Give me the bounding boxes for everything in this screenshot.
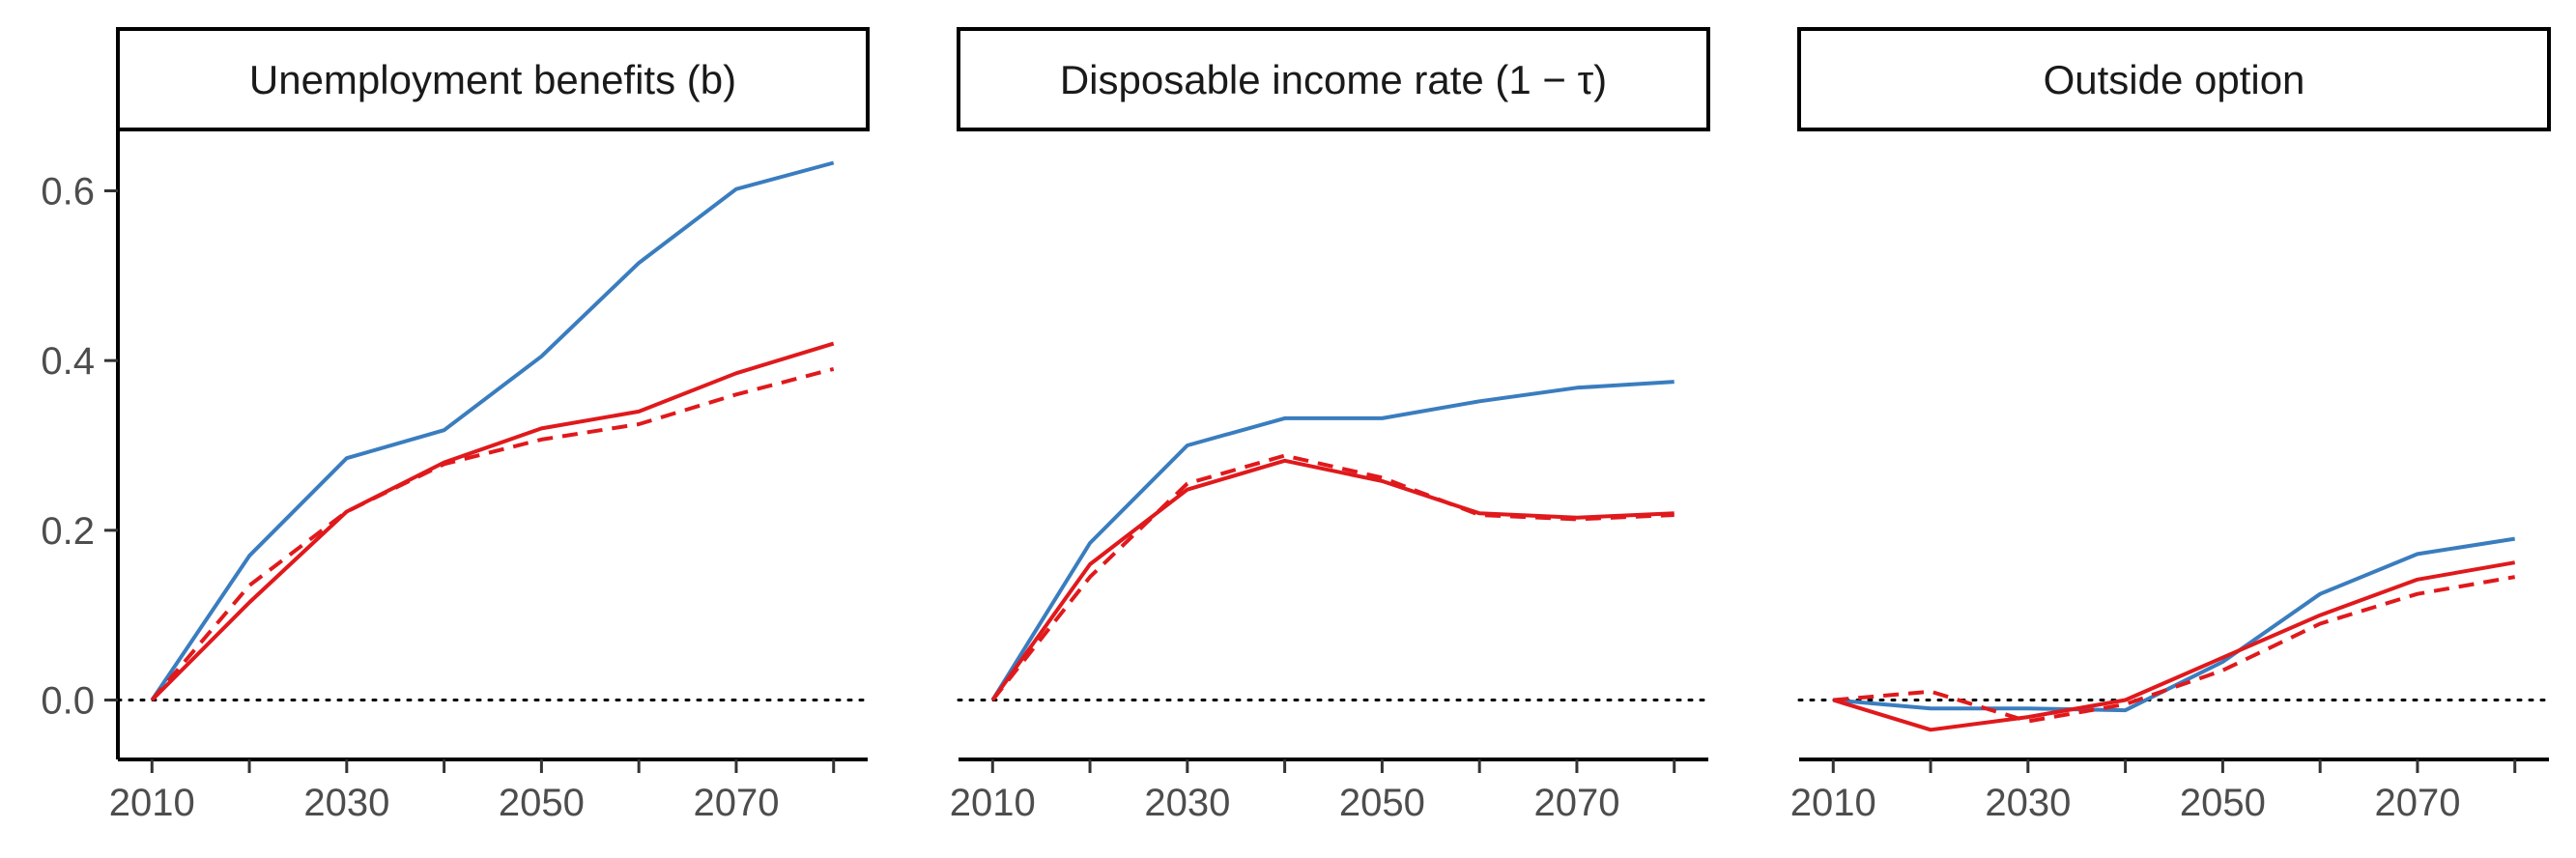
y-tick-label: 0.6 xyxy=(41,170,95,213)
x-tick-label: 2010 xyxy=(109,782,195,824)
x-tick-label: 2050 xyxy=(499,782,585,824)
series-line-3 xyxy=(150,366,835,701)
y-tick-label: 0.2 xyxy=(41,510,95,553)
series-line-2 xyxy=(1832,560,2516,732)
panel-3: Outside option 2010 2030 2050 2070 xyxy=(1790,27,2551,824)
facet-strip xyxy=(116,27,870,131)
series-line-3 xyxy=(1833,575,2516,724)
series-line-1 xyxy=(1833,536,2516,713)
x-tick-label: 2070 xyxy=(693,782,779,824)
x-tick-label: 2030 xyxy=(303,782,389,824)
facet-title: Disposable income rate (1 − τ) xyxy=(1060,57,1607,102)
x-tick-label: 2030 xyxy=(1144,782,1230,824)
facet-title: Outside option xyxy=(2044,57,2305,102)
x-tick-label: 2010 xyxy=(950,782,1036,824)
facet-title: Unemployment benefits (b) xyxy=(249,57,736,102)
y-tick-label: 0.4 xyxy=(41,340,95,383)
series-line-2 xyxy=(150,341,835,701)
series-line-1 xyxy=(990,380,1674,701)
facet-strip xyxy=(957,27,1710,131)
series-line-1 xyxy=(150,160,835,701)
facet-strip xyxy=(1797,27,2551,131)
x-tick-label: 2070 xyxy=(1533,782,1619,824)
panel-2: Disposable income rate (1 − τ) 2010 2030 20… xyxy=(950,27,1710,824)
panel-1: Unemployment benefits (b) 2010 2030 2050 207… xyxy=(41,27,870,824)
series-line-2 xyxy=(990,458,1674,701)
x-tick-label: 2070 xyxy=(2374,782,2460,824)
x-tick-label: 2030 xyxy=(1985,782,2071,824)
x-tick-label: 2010 xyxy=(1790,782,1876,824)
x-tick-label: 2050 xyxy=(2180,782,2266,824)
series-line-3 xyxy=(990,453,1674,701)
y-tick-label: 0.0 xyxy=(41,680,95,723)
x-tick-label: 2050 xyxy=(1339,782,1425,824)
